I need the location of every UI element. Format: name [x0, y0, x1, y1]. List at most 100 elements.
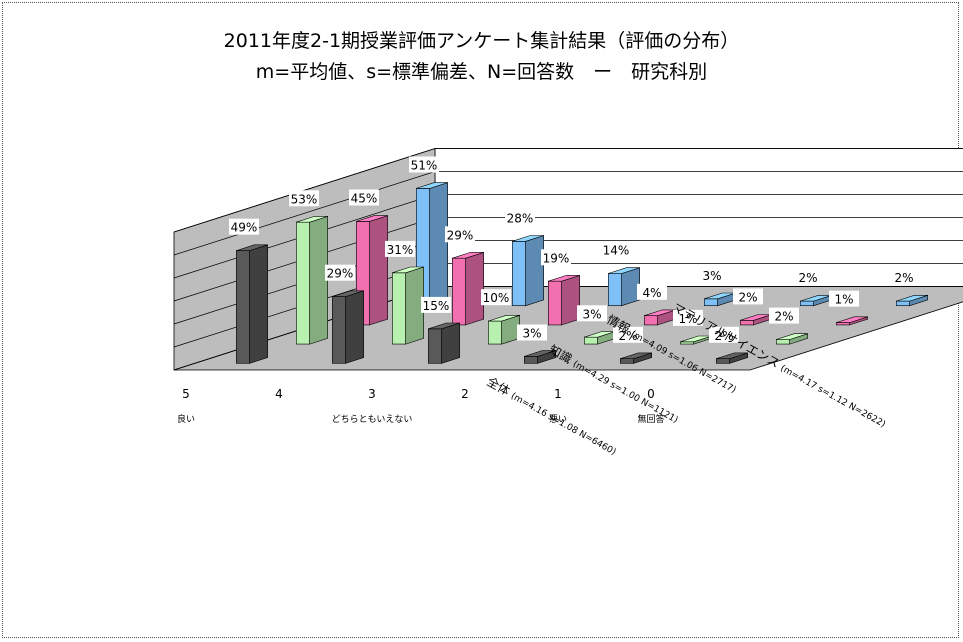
data-label: 29%	[327, 267, 354, 281]
bar	[391, 266, 425, 345]
bar-top	[452, 252, 484, 259]
bar-front	[703, 298, 719, 307]
data-label: 3%	[582, 307, 601, 321]
bar-front	[331, 296, 347, 364]
bar	[703, 292, 737, 307]
data-label: 1%	[678, 312, 697, 326]
data-label-bg	[541, 249, 571, 266]
category-label: 4	[275, 387, 283, 401]
bar-side	[525, 235, 545, 307]
data-label-bg	[769, 307, 799, 324]
data-label: 4%	[642, 286, 661, 300]
data-label: 51%	[411, 159, 438, 173]
bar	[895, 294, 929, 307]
data-label: 3%	[702, 269, 721, 283]
bar-front	[739, 319, 755, 326]
category-sublabel: どちらともいえない	[332, 414, 413, 425]
bar-top	[548, 275, 580, 282]
bar-top	[488, 314, 520, 322]
bar	[523, 350, 557, 364]
bar-front	[391, 272, 407, 345]
bar	[451, 251, 485, 326]
bar-top	[236, 244, 268, 251]
bar	[331, 290, 365, 364]
data-label-bg	[481, 289, 511, 306]
data-label-bg	[289, 190, 319, 207]
bar	[679, 335, 713, 345]
bar-top	[512, 235, 544, 242]
chart-title: 2011年度2-1期授業評価アンケート集計結果（評価の分布）	[223, 30, 740, 52]
bar-front	[775, 339, 791, 345]
bar-side	[429, 182, 449, 307]
bar	[236, 244, 269, 364]
data-label: 31%	[387, 243, 414, 257]
data-label-bg	[637, 283, 667, 300]
data-label: 1%	[834, 293, 853, 307]
data-label-bg	[697, 266, 727, 283]
bar-top	[608, 267, 640, 274]
bar-top	[716, 352, 748, 360]
data-label: 2%	[894, 271, 913, 285]
bar-top	[776, 333, 808, 340]
bar-front	[643, 315, 659, 326]
bar-top	[836, 316, 868, 323]
data-label-bg	[733, 288, 763, 305]
bar-top	[428, 322, 460, 330]
bar-front	[427, 328, 443, 364]
bar	[355, 215, 389, 326]
category-sublabel: 無回答	[637, 413, 664, 425]
data-label-bg	[229, 218, 259, 235]
bar-side	[465, 251, 485, 326]
bar	[511, 235, 545, 307]
bar-side	[441, 322, 461, 364]
data-label: 2%	[738, 290, 757, 304]
chart-subtitle: m=平均値、s=標準偏差、N=回答数 ー 研究科別	[255, 61, 708, 83]
bar-front	[451, 257, 467, 326]
data-label: 2%	[774, 310, 793, 324]
data-label: 29%	[447, 228, 474, 242]
data-label-bg	[829, 290, 859, 307]
bar-top	[416, 182, 448, 189]
data-label-bg	[613, 326, 643, 343]
bar-front	[523, 356, 539, 364]
data-label: 2%	[714, 329, 733, 343]
bar-front	[679, 341, 695, 345]
bar-top	[392, 266, 424, 274]
data-label: 10%	[483, 291, 510, 305]
series-label: 全体 (m=4.16 s=1.08 N=6460)	[485, 374, 620, 458]
bar-side	[249, 244, 269, 364]
bar-top	[524, 350, 556, 357]
data-label: 2%	[618, 329, 637, 343]
bar	[835, 316, 869, 326]
category-label: 3	[368, 387, 376, 401]
bar	[547, 274, 581, 326]
data-label: 28%	[507, 211, 534, 225]
bar-front	[547, 280, 563, 326]
bar-front	[487, 320, 503, 345]
bar-top	[356, 215, 388, 222]
data-label: 3%	[522, 327, 541, 341]
data-label-bg	[349, 189, 379, 206]
bar	[715, 352, 749, 364]
category-label: 0	[647, 387, 655, 401]
bar-front	[583, 336, 599, 345]
data-label-bg	[889, 269, 919, 286]
bar	[607, 267, 641, 307]
category-label: 2	[461, 387, 469, 401]
bar	[487, 314, 521, 345]
bar-front	[835, 322, 851, 326]
data-label-bg	[709, 326, 739, 343]
data-label: 2%	[798, 271, 817, 285]
bar-top	[620, 352, 652, 360]
data-label-bg	[409, 156, 439, 173]
data-label: 45%	[351, 192, 378, 206]
bar	[427, 322, 461, 364]
data-label: 15%	[423, 299, 450, 313]
bar-front	[607, 273, 623, 307]
data-label-bg	[673, 309, 703, 326]
bar-front	[715, 358, 731, 364]
bar	[643, 309, 677, 326]
category-label: 1	[554, 387, 562, 401]
data-label-bg	[505, 209, 535, 226]
